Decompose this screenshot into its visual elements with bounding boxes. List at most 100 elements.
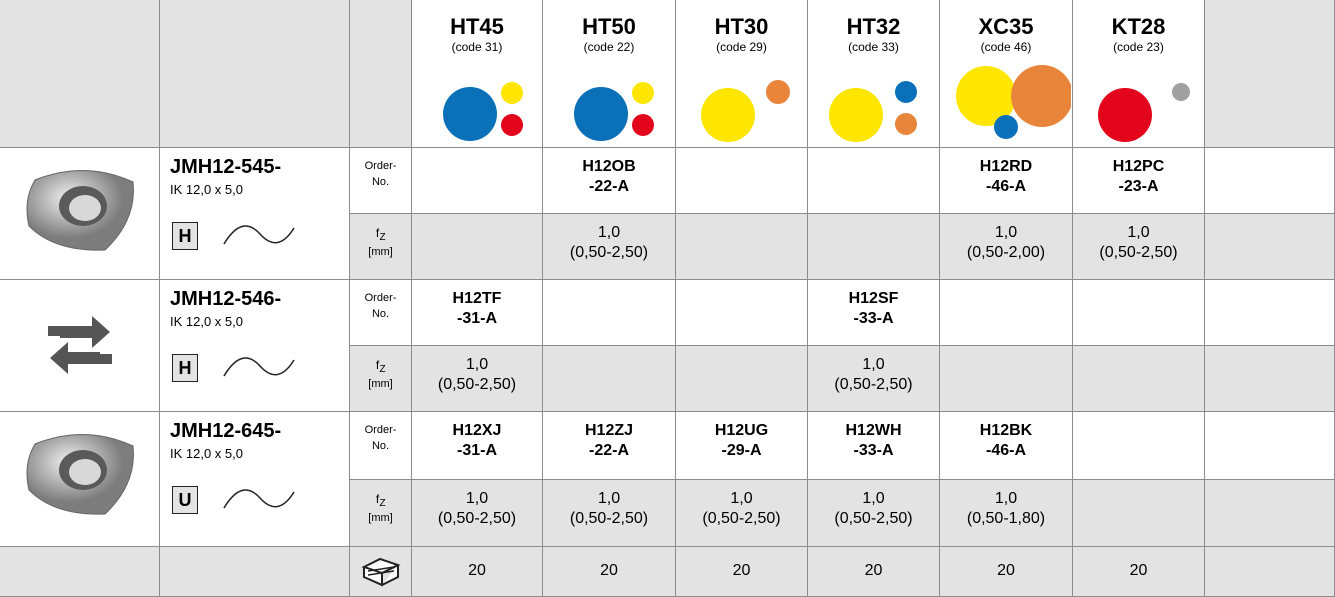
size: IK 12,0 x 5,0 (170, 182, 243, 197)
order-no: -33-A (853, 310, 894, 327)
pack-qty: 20 (412, 547, 543, 597)
grade-header: HT50 (code 22) (543, 0, 676, 148)
order-cell: H12RD -46-A (940, 148, 1073, 214)
fz-value: 1,0 (465, 356, 489, 373)
order-no: H12ZJ (584, 422, 634, 439)
grade-header: HT32 (code 33) (808, 0, 940, 148)
icon (574, 82, 654, 141)
grade-code: (code 22) (583, 40, 635, 54)
order-cell (543, 280, 676, 346)
grade-code: (code 23) (1113, 40, 1164, 54)
fz-value: 1,0 (994, 490, 1018, 507)
order-label: Order- No. (350, 148, 412, 214)
icon (26, 169, 134, 251)
fz-cell: 1,0 (0,50-2,00) (940, 214, 1073, 280)
label: Order- (364, 160, 397, 172)
product-image (0, 148, 160, 280)
order-no: H12BK (979, 422, 1033, 439)
fz-value: (0,50-2,50) (437, 376, 517, 393)
icon (1098, 83, 1190, 142)
fz-cell (676, 346, 808, 412)
fz-cell: 1,0 (0,50-2,50) (676, 480, 808, 547)
fz-cell (1073, 480, 1205, 547)
pack-qty: 20 (1073, 547, 1205, 597)
type-box: H (172, 354, 198, 382)
qty: 20 (600, 562, 618, 579)
order-no: -22-A (588, 178, 629, 195)
fz-value: (0,50-2,50) (702, 510, 781, 527)
label: f (375, 492, 380, 506)
order-no: -33-A (853, 442, 894, 459)
fz-cell: 1,0 (0,50-1,80) (940, 480, 1073, 547)
order-cell (676, 148, 808, 214)
empty-cell (1205, 480, 1335, 547)
label: [mm] (368, 512, 393, 524)
grade-code: (code 33) (848, 40, 899, 54)
product-image (0, 412, 160, 547)
fz-value: (0,50-2,50) (1099, 244, 1178, 261)
fz-value: (0,50-2,50) (569, 244, 649, 261)
header-cell (1205, 0, 1335, 148)
fz-value: 1,0 (994, 224, 1018, 241)
order-no: -22-A (588, 442, 629, 459)
order-no: H12OB (582, 158, 636, 175)
qty: 20 (864, 562, 883, 579)
fz-value: (0,50-2,00) (966, 244, 1046, 261)
footer-cell (1205, 547, 1335, 597)
header-cell (0, 0, 160, 148)
order-cell: H12SF -33-A (808, 280, 940, 346)
fz-value: (0,50-2,50) (437, 510, 517, 527)
product-name: JMH12-645- IK 12,0 x 5,0 U (160, 412, 350, 547)
fz-cell (940, 346, 1073, 412)
empty-cell (1205, 412, 1335, 480)
fz-label: f Z [mm] (350, 214, 412, 280)
grade-header: HT45 (code 31) (412, 0, 543, 148)
grade-name: HT45 (450, 14, 504, 39)
fz-value: 1,0 (862, 356, 885, 373)
icon (829, 81, 917, 142)
order-cell: H12BK -46-A (940, 412, 1073, 480)
fz-cell (543, 346, 676, 412)
label: No. (371, 176, 390, 188)
grade-header: HT30 (code 29) (676, 0, 808, 148)
empty-cell (1205, 346, 1335, 412)
order-cell: H12PC -23-A (1073, 148, 1205, 214)
order-no: H12PC (1112, 158, 1165, 175)
order-no: -46-A (985, 442, 1026, 459)
empty-cell (1205, 280, 1335, 346)
order-no: H12TF (452, 290, 502, 307)
qty: 20 (732, 562, 751, 579)
fz-value: (0,50-2,50) (834, 510, 913, 527)
icon (223, 489, 295, 509)
pack-qty: 20 (543, 547, 676, 597)
order-no: H12WH (845, 422, 902, 439)
fz-value: 1,0 (1127, 224, 1150, 241)
order-no: -46-A (985, 178, 1026, 195)
empty-cell (1205, 148, 1335, 214)
icon (48, 316, 112, 374)
grade-header: KT28 (code 23) (1073, 0, 1205, 148)
fz-cell: 1,0 (0,50-2,50) (808, 346, 940, 412)
order-no: H12SF (848, 290, 899, 307)
fz-value: 1,0 (730, 490, 753, 507)
order-no: H12UG (714, 422, 769, 439)
order-cell: H12OB -22-A (543, 148, 676, 214)
grade-code: (code 46) (980, 40, 1032, 54)
label: No. (371, 308, 390, 320)
grade-name: XC35 (978, 14, 1034, 39)
product-name: JMH12-546- IK 12,0 x 5,0 H (160, 280, 350, 412)
footer-cell (160, 547, 350, 597)
fz-value: 1,0 (597, 490, 621, 507)
label: f (375, 226, 380, 240)
label: Z (379, 364, 386, 375)
qty: 20 (468, 562, 486, 579)
icon (361, 557, 401, 587)
fz-value: 1,0 (597, 224, 621, 241)
order-cell (1073, 412, 1205, 480)
icon (443, 82, 523, 141)
icon (701, 80, 790, 142)
order-cell: H12WH -33-A (808, 412, 940, 480)
grade-header: XC35 (code 46) (940, 0, 1073, 148)
label: Order- (364, 292, 397, 304)
fz-cell (676, 214, 808, 280)
